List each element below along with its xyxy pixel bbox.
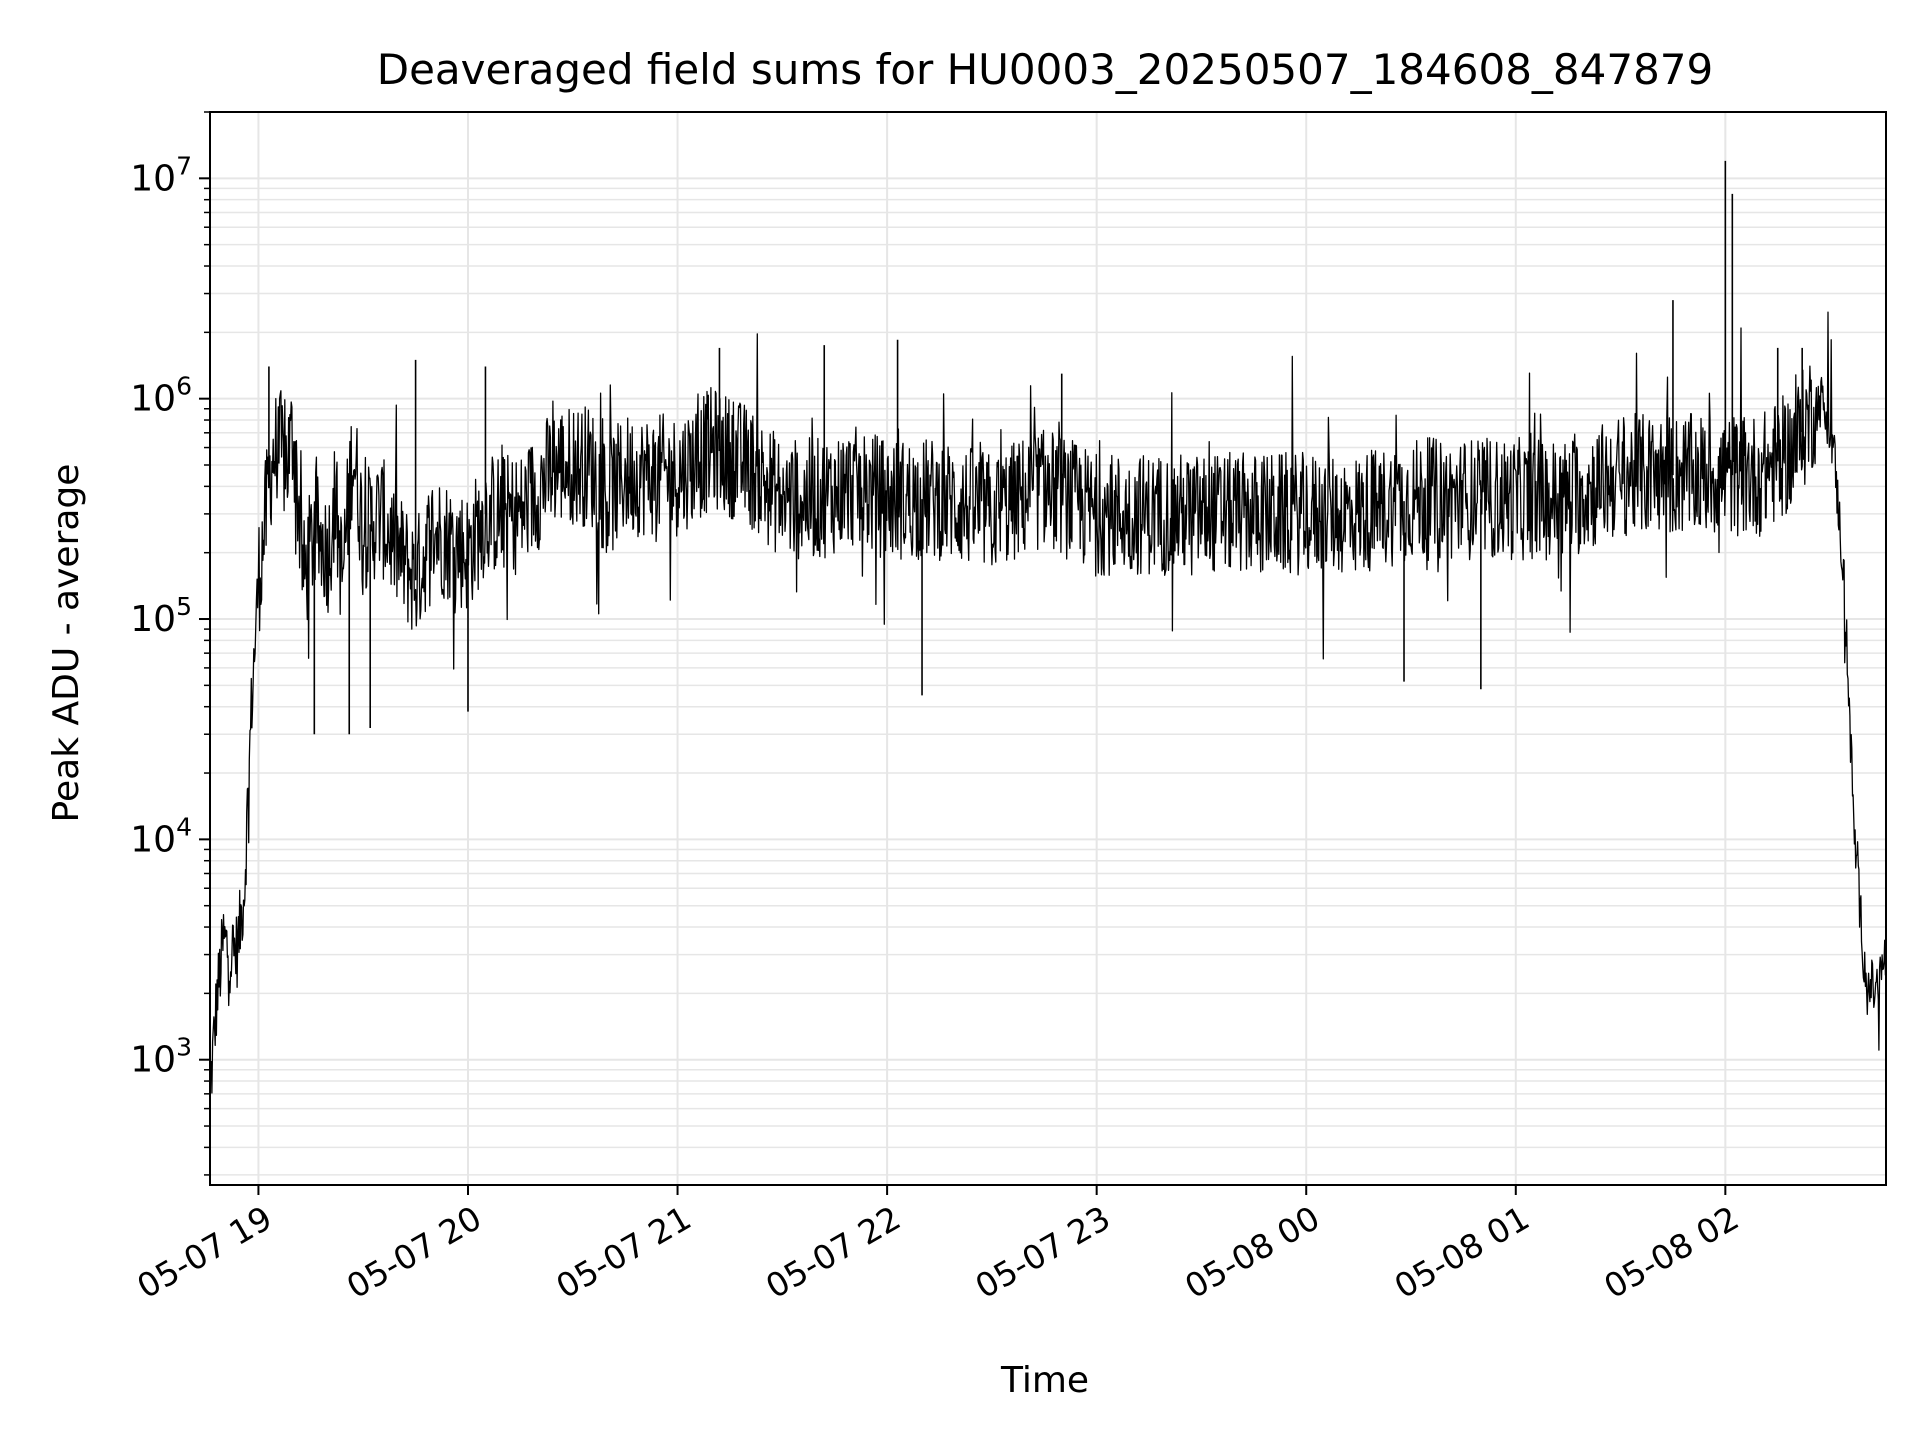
y-tick-exponent: 5: [176, 592, 192, 621]
plot-series: [209, 160, 1887, 1094]
y-axis-label: Peak ADU - average: [46, 464, 87, 823]
series-line: [209, 311, 1887, 1094]
y-tick-label: 105: [130, 592, 192, 640]
y-tick-exponent: 7: [176, 151, 192, 180]
y-tick-label: 106: [130, 372, 192, 420]
y-tick-exponent: 6: [176, 372, 192, 401]
y-tick-base: 10: [130, 379, 176, 420]
chart-title: Deaveraged field sums for HU0003_2025050…: [377, 45, 1714, 94]
x-axis-label: Time: [1000, 1360, 1089, 1401]
y-tick-base: 10: [130, 819, 176, 860]
y-tick-base: 10: [130, 599, 176, 640]
axes-frame: [209, 111, 1887, 1186]
grid: [210, 111, 1886, 1185]
y-tick-exponent: 3: [176, 1033, 192, 1062]
y-tick-label: 103: [130, 1033, 192, 1081]
y-tick-label: 104: [130, 812, 192, 860]
y-tick-exponent: 4: [176, 812, 192, 841]
y-tick-base: 10: [130, 158, 176, 199]
y-tick-label: 107: [130, 151, 192, 199]
y-tick-base: 10: [130, 1040, 176, 1081]
